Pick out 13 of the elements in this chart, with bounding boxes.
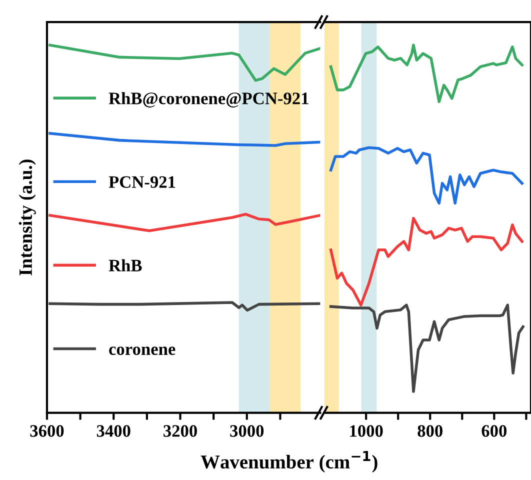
x-tick-label: 3600 [30, 425, 64, 437]
x-tick-label: 3000 [230, 425, 264, 437]
x-tick-label: 3200 [164, 425, 197, 437]
legend-label: RhB [108, 259, 142, 272]
legend-label: coronene [109, 346, 176, 355]
legend-label: RhB@coronene@PCN-921 [108, 92, 308, 108]
x-tick-label: 1000 [350, 425, 383, 437]
x-tick-label: 3400 [96, 425, 130, 437]
x-tick-label: 600 [482, 425, 507, 437]
y-axis-title: Intensity (a.u.) [18, 160, 36, 276]
legend-label: PCN-921 [108, 176, 176, 188]
x-axis-title: Wavenumber (cm$^{−1}$) [200, 451, 378, 473]
x-tick-label: 800 [418, 425, 442, 437]
